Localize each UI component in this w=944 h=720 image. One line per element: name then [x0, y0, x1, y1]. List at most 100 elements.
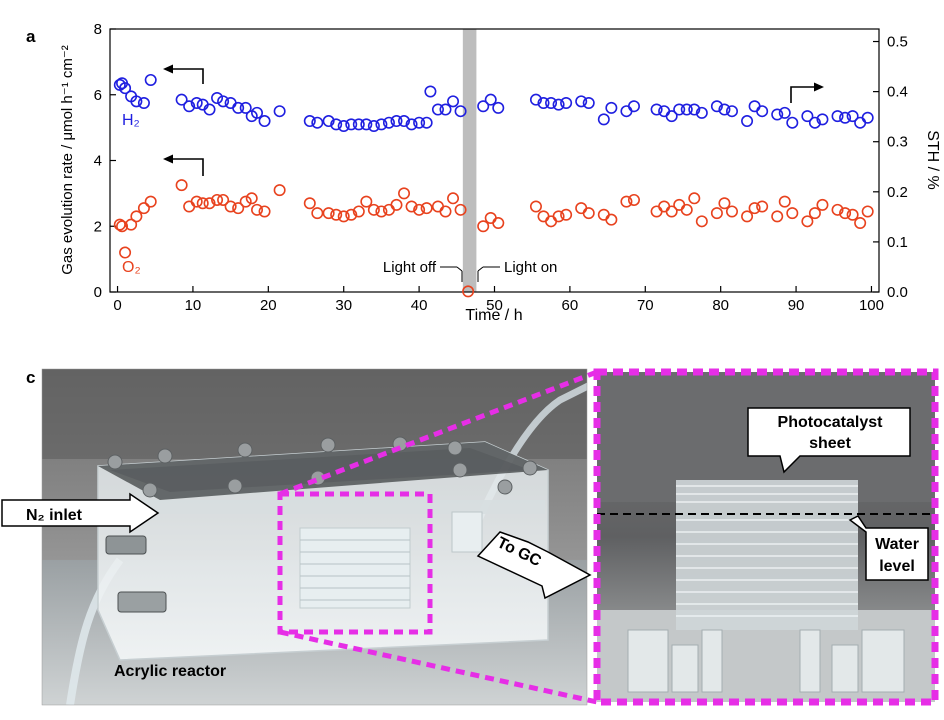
- o2-point: [605, 213, 618, 226]
- o2-point: [597, 208, 610, 221]
- series-layer: [113, 73, 874, 298]
- o2-point: [311, 207, 324, 220]
- o2-point: [462, 285, 475, 298]
- h2-point: [303, 115, 316, 128]
- o2-point: [352, 205, 365, 218]
- h2-point: [537, 96, 550, 109]
- o2-point: [839, 207, 852, 220]
- o2-point: [741, 210, 754, 223]
- y-axis-title: Gas evolution rate / μmol h⁻¹ cm⁻²: [59, 45, 76, 275]
- o2-point: [484, 212, 497, 225]
- y2-tick-label: 0.4: [887, 84, 908, 101]
- h2-point: [203, 103, 216, 116]
- o2-point: [398, 187, 411, 200]
- o2-point: [454, 203, 467, 216]
- light-off-label: Light off: [383, 259, 437, 276]
- x-tick-label: 100: [859, 297, 884, 314]
- o2-point: [190, 195, 203, 208]
- h2-point: [345, 118, 358, 131]
- y-axis-ticks: 0 2 4 6 8: [94, 21, 116, 301]
- h2-point: [119, 82, 132, 95]
- o2-point: [175, 179, 188, 192]
- y-tick-label: 0: [94, 284, 102, 301]
- h2-point: [144, 73, 157, 86]
- h2-point: [211, 92, 224, 105]
- light-on-label: Light on: [504, 259, 557, 276]
- o2-point: [431, 200, 444, 213]
- h2-point: [839, 111, 852, 124]
- x-tick-label: 90: [788, 297, 805, 314]
- x-axis-ticks: 0 10 20 30 40 50 60 70 80 90 100: [113, 286, 884, 314]
- o2-point: [861, 205, 874, 218]
- h2-point: [447, 95, 460, 108]
- h2-point: [725, 105, 738, 118]
- acrylic-reactor-label: Acrylic reactor: [114, 663, 226, 680]
- x-tick-label: 10: [185, 297, 202, 314]
- o2-point: [217, 193, 230, 206]
- h2-point: [360, 118, 373, 131]
- h2-point: [175, 93, 188, 106]
- o2-point: [854, 216, 867, 229]
- photocatalyst-label-line1: Photocatalyst: [778, 414, 884, 431]
- o2-point: [183, 200, 196, 213]
- o2-point: [375, 205, 388, 218]
- water-level-label-line2: level: [879, 558, 915, 575]
- o2-point: [413, 203, 426, 216]
- h2-point: [190, 96, 203, 109]
- o2-point: [816, 198, 829, 211]
- water-level-callout: Water level: [848, 515, 929, 581]
- h2-point: [529, 93, 542, 106]
- x-tick-label: 40: [411, 297, 428, 314]
- o2-point: [390, 198, 403, 211]
- o2-point: [119, 246, 132, 259]
- o2-left-axis-arrow: [163, 154, 204, 176]
- o2-point: [113, 218, 126, 231]
- h2-point: [183, 100, 196, 113]
- x-tick-label: 30: [335, 297, 352, 314]
- h2-left-axis-arrow: [163, 64, 204, 84]
- n2-inlet-label: N₂ inlet: [26, 507, 83, 524]
- x-tick-label: 0: [113, 297, 121, 314]
- o2-point: [116, 220, 129, 233]
- photocatalyst-callout: Photocatalyst sheet: [747, 407, 911, 474]
- h2-point: [367, 119, 380, 132]
- h2-point: [650, 103, 663, 116]
- o2-point: [756, 200, 769, 213]
- o2-point: [196, 197, 209, 210]
- h2-point: [816, 113, 829, 126]
- h2-point: [710, 100, 723, 113]
- inset-border: [593, 368, 939, 706]
- h2-point: [405, 118, 418, 131]
- o2-point: [203, 197, 216, 210]
- h2-point: [552, 98, 565, 111]
- o2-point: [258, 205, 271, 218]
- water-level-label-line1: Water: [875, 536, 919, 553]
- h2-point: [545, 96, 558, 109]
- y-tick-label: 6: [94, 87, 102, 104]
- h2-point: [680, 103, 693, 116]
- o2-point: [695, 215, 708, 228]
- h2-point: [424, 85, 437, 98]
- h2-point: [130, 95, 143, 108]
- o2-point: [710, 207, 723, 220]
- h2-point: [560, 96, 573, 109]
- h2-point: [575, 95, 588, 108]
- x-axis-title: Time / h: [465, 307, 522, 324]
- light-off-pointer: [440, 266, 463, 282]
- o2-point: [688, 192, 701, 205]
- o2-point: [360, 195, 373, 208]
- o2-point: [650, 205, 663, 218]
- y2-axis-ticks: 0.0 0.1 0.2 0.3 0.4 0.5: [873, 34, 908, 301]
- h2-point: [439, 103, 452, 116]
- h2-point: [627, 100, 640, 113]
- h2-point: [801, 110, 814, 123]
- h2-point: [477, 100, 490, 113]
- light-on-pointer: [477, 266, 500, 282]
- series-o2: [113, 179, 874, 298]
- o2-point: [273, 184, 286, 197]
- o2-point: [582, 207, 595, 220]
- x-tick-label: 50: [486, 297, 503, 314]
- o2-point: [303, 197, 316, 210]
